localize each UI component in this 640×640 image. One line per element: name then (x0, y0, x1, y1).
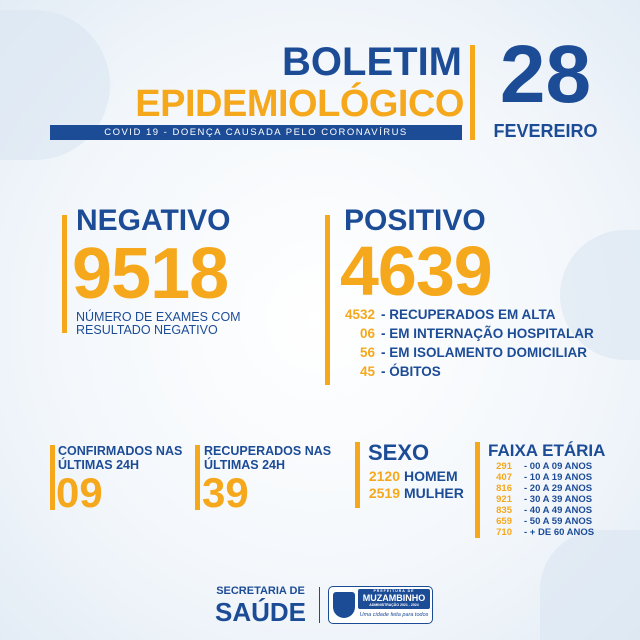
sex-item: 2519 MULHER (366, 485, 464, 502)
negative-description-line: RESULTADO NEGATIVO (76, 323, 218, 337)
positive-item-value: 45 (359, 364, 375, 379)
sex-list: 2120 HOMEM 2519 MULHER (366, 468, 464, 502)
negative-value: 9518 (72, 234, 229, 314)
logo-name: MUZAMBINHO (362, 593, 426, 603)
age-item-value: 921 (496, 494, 512, 505)
recovered-bar (195, 445, 200, 510)
sex-item-value: 2519 (368, 485, 400, 501)
positive-label: POSITIVO (344, 204, 486, 237)
date-month: FEVEREIRO (493, 121, 598, 141)
sex-title: SEXO (368, 440, 430, 465)
positive-item: 45 - ÓBITOS (335, 362, 594, 381)
municipality-logo: PREFEITURA DE MUZAMBINHO ADMINISTRAÇÃO 2… (328, 586, 433, 624)
positive-item: 06 - EM INTERNAÇÃO HOSPITALAR (335, 324, 594, 343)
confirmed-bar (50, 445, 55, 510)
sex-item-value: 2120 (368, 468, 400, 484)
positive-item-label: - ÓBITOS (381, 364, 441, 379)
title-boletim: BOLETIM (282, 40, 462, 84)
age-item-value: 816 (496, 483, 512, 494)
date-day: 28 (499, 29, 592, 120)
coat-of-arms-icon (333, 592, 355, 618)
age-item-label: - 20 A 29 ANOS (524, 483, 593, 494)
age-item-value: 710 (496, 527, 512, 538)
positive-item-value: 06 (359, 326, 375, 341)
positive-breakdown: 4532 - RECUPERADOS EM ALTA 06 - EM INTERNAÇ… (335, 305, 594, 381)
negative-bar (62, 215, 67, 333)
positive-item-label: - EM ISOLAMENTO DOMICILIAR (381, 345, 587, 360)
logo-top: PREFEITURA DE (373, 589, 415, 593)
age-title: FAIXA ETÁRIA (488, 441, 606, 460)
positive-item-value: 56 (359, 345, 375, 360)
health-department: SECRETARIA DE SAÚDE (208, 585, 313, 626)
confirmed-24h-value: 09 (56, 469, 103, 516)
confirmed-24h-label: CONFIRMADOS NAS ÚLTIMAS 24H (58, 444, 182, 472)
logo-admin: ADMINISTRAÇÃO 2021 - 2024 (369, 603, 419, 607)
age-item-label: - 10 A 19 ANOS (524, 472, 593, 483)
logo-slogan: Uma cidade feita para todos (359, 612, 429, 618)
age-item-label: - 30 A 39 ANOS (524, 494, 593, 505)
age-list: 291 - 00 A 09 ANOS 407 - 10 A 19 ANOS 816 - 2… (488, 461, 594, 538)
age-item-value: 291 (496, 461, 512, 472)
dept-line2: SAÚDE (214, 597, 306, 627)
negative-label: NEGATIVO (76, 204, 231, 237)
age-item: 659 - 50 A 59 ANOS (488, 516, 594, 527)
positive-item: 56 - EM ISOLAMENTO DOMICILIAR (335, 343, 594, 362)
age-item: 407 - 10 A 19 ANOS (488, 472, 594, 483)
positive-item: 4532 - RECUPERADOS EM ALTA (335, 305, 594, 324)
virus-decoration (540, 530, 640, 640)
age-item: 816 - 20 A 29 ANOS (488, 483, 594, 494)
sex-item-label: HOMEM (404, 468, 458, 484)
recovered-label-line: RECUPERADOS NAS (204, 444, 332, 458)
positive-bar (325, 215, 330, 385)
negative-description: NÚMERO DE EXAMES COM RESULTADO NEGATIVO (76, 311, 241, 337)
age-item-label: - 40 A 49 ANOS (524, 505, 593, 516)
negative-description-line: NÚMERO DE EXAMES COM (76, 310, 241, 324)
age-item: 835 - 40 A 49 ANOS (488, 505, 594, 516)
header-divider (470, 45, 475, 140)
age-item-value: 659 (496, 516, 512, 527)
title-epidemiologico: EPIDEMIOLÓGICO (135, 83, 464, 125)
age-item-label: - 50 A 59 ANOS (524, 516, 593, 527)
positive-value: 4639 (340, 232, 493, 310)
confirmed-label-line: ÚLTIMAS 24H (58, 458, 140, 472)
positive-item-label: - RECUPERADOS EM ALTA (381, 307, 556, 322)
recovered-24h-value: 39 (202, 469, 249, 516)
dept-line1: SECRETARIA DE (216, 585, 305, 597)
age-item: 291 - 00 A 09 ANOS (488, 461, 594, 472)
sex-item-label: MULHER (404, 485, 464, 501)
footer-divider (319, 587, 320, 623)
age-item-label: - + DE 60 ANOS (524, 527, 595, 538)
age-item: 921 - 30 A 39 ANOS (488, 494, 594, 505)
sex-bar (355, 442, 360, 508)
sex-item: 2120 HOMEM (366, 468, 464, 485)
positive-item-label: - EM INTERNAÇÃO HOSPITALAR (381, 326, 594, 341)
recovered-label-line: ÚLTIMAS 24H (204, 458, 286, 472)
age-item: 710 - + DE 60 ANOS (488, 527, 594, 538)
age-item-value: 407 (496, 472, 512, 483)
subtitle-banner: COVID 19 - DOENÇA CAUSADA PELO CORONAVÍR… (50, 125, 462, 140)
age-item-label: - 00 A 09 ANOS (524, 461, 593, 472)
age-bar (475, 442, 480, 538)
recovered-24h-label: RECUPERADOS NAS ÚLTIMAS 24H (204, 444, 331, 472)
positive-item-value: 4532 (344, 307, 375, 322)
subtitle-text: COVID 19 - DOENÇA CAUSADA PELO CORONAVÍR… (104, 127, 408, 138)
age-item-value: 835 (496, 505, 512, 516)
confirmed-label-line: CONFIRMADOS NAS (58, 444, 183, 458)
